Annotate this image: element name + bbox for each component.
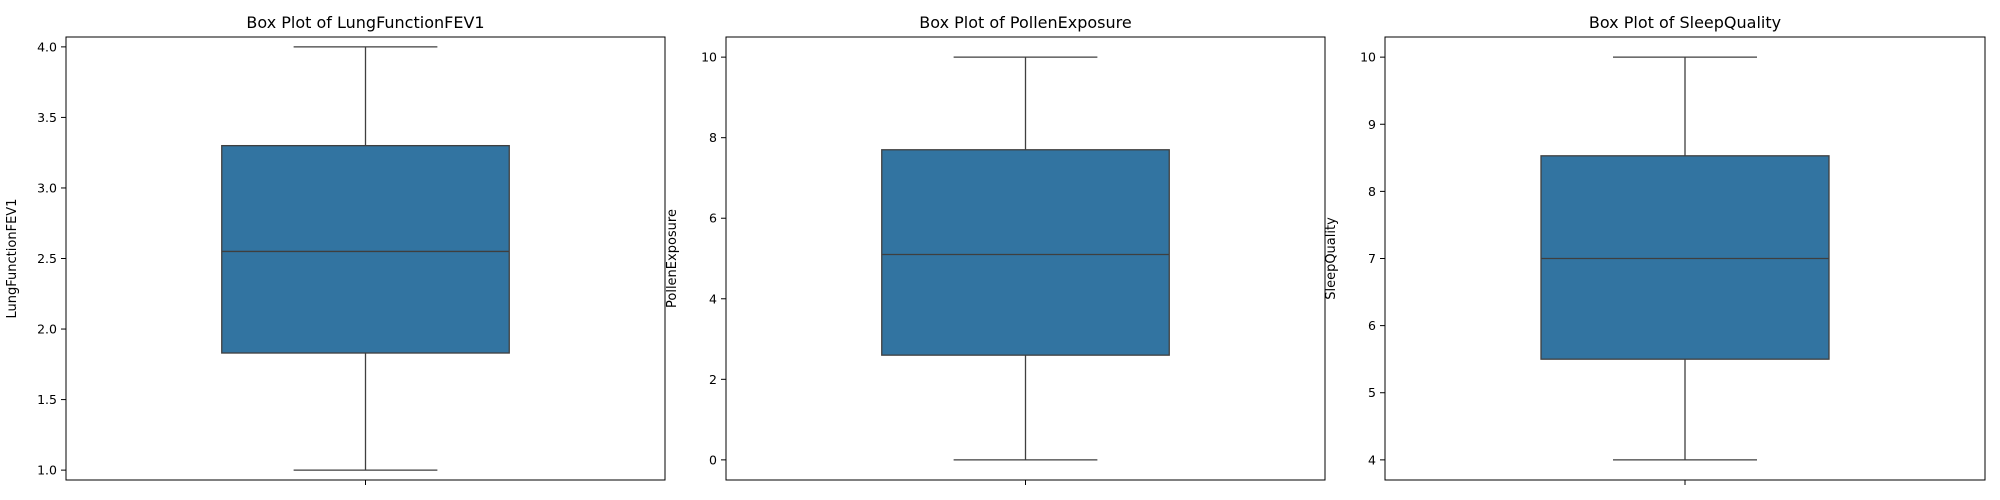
y-tick-label: 8	[709, 130, 717, 145]
y-axis-label: SleepQuality	[1324, 217, 1339, 300]
plot-frame	[65, 36, 666, 481]
y-axis-label: PollenExposure	[665, 209, 680, 308]
y-tick-label: 10	[701, 50, 717, 65]
y-tick-label: 2.0	[37, 322, 57, 337]
chart-title: Box Plot of LungFunctionFEV1	[246, 13, 484, 32]
iqr-box	[881, 149, 1170, 356]
y-tick-label: 3.5	[37, 110, 57, 125]
y-tick-label: 2	[709, 372, 717, 387]
y-tick-label: 10	[1360, 50, 1376, 65]
y-tick-label: 4	[709, 291, 717, 306]
iqr-box	[1540, 155, 1830, 360]
y-tick-label: 2.5	[37, 251, 57, 266]
y-tick-label: 0	[709, 452, 717, 467]
y-tick-label: 3.0	[37, 180, 57, 195]
chart-panel-2: Box Plot of PollenExposure PollenExposure…	[665, 13, 1326, 485]
chart-title: Box Plot of PollenExposure	[919, 13, 1131, 32]
y-axis-label: LungFunctionFEV1	[5, 199, 20, 319]
y-tick-label: 5	[1368, 385, 1376, 400]
y-tick-label: 1.5	[37, 392, 57, 407]
y-tick-label: 9	[1368, 117, 1376, 132]
y-tick-label: 4	[1368, 452, 1376, 467]
chart-panel-3: Box Plot of SleepQuality SleepQuality 4 5 6 7…	[1324, 13, 1986, 485]
plot-frame	[725, 36, 1326, 481]
y-tick-label: 6	[709, 211, 717, 226]
y-tick-label: 6	[1368, 318, 1376, 333]
y-tick-label: 8	[1368, 184, 1376, 199]
chart-panel-1: Box Plot of LungFunctionFEV1 LungFunction…	[5, 13, 666, 485]
y-tick-label: 4.0	[37, 39, 57, 54]
plot-frame	[1384, 36, 1986, 481]
y-tick-label: 7	[1368, 251, 1376, 266]
chart-title: Box Plot of SleepQuality	[1589, 13, 1781, 32]
y-tick-label: 1.0	[37, 463, 57, 478]
iqr-box	[221, 144, 510, 354]
